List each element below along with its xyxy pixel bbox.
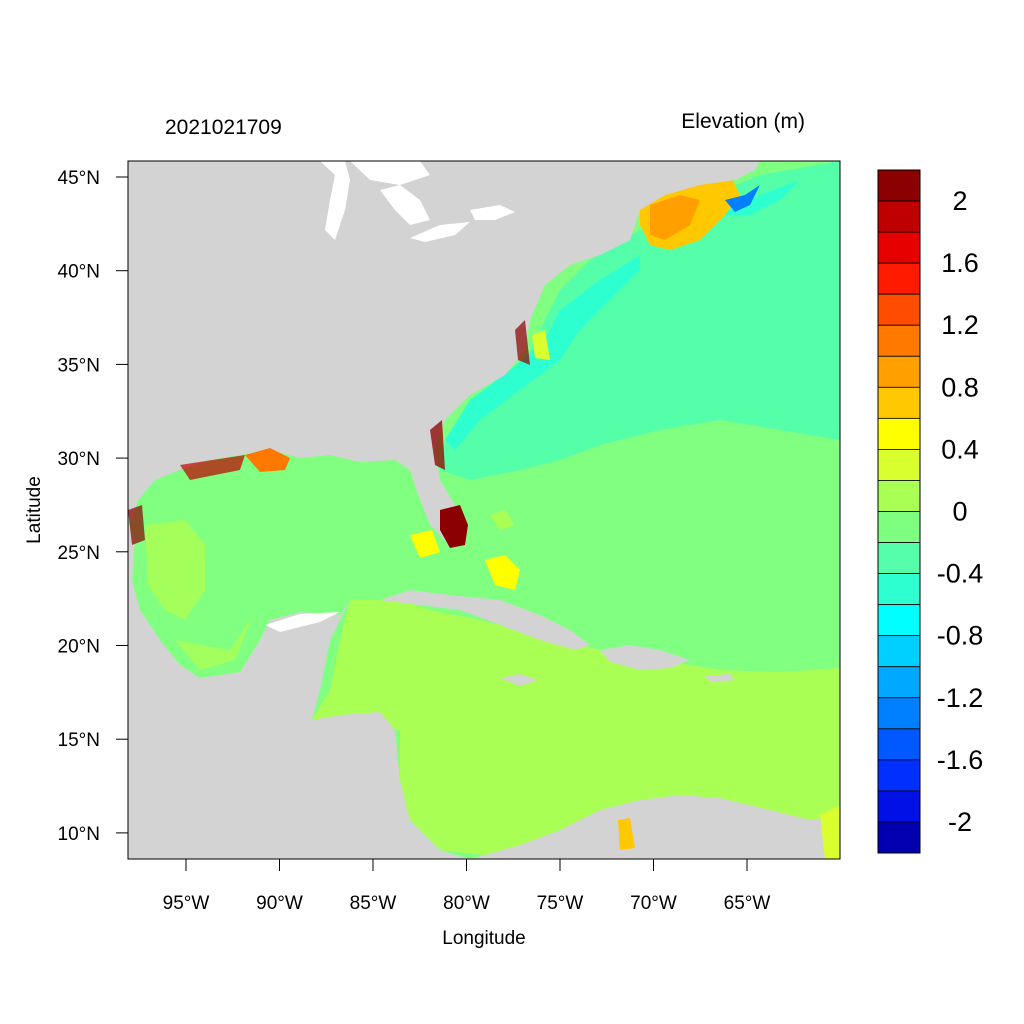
colorbar-segment: [877, 200, 921, 233]
y-tick-label: 10°N: [58, 824, 100, 845]
colorbar-segment: [877, 542, 921, 574]
x-tick-label: 95°W: [163, 893, 210, 914]
central-america-land: [128, 522, 470, 859]
plot-frame: [127, 160, 841, 860]
lake-ontario: [470, 205, 515, 220]
yucatan-coast: [265, 612, 340, 632]
colorbar-segment: [877, 635, 921, 668]
map-plot-area: [128, 161, 840, 859]
timestamp-label: 2021021709: [165, 116, 282, 139]
colorbar-frame: [877, 169, 921, 854]
x-tick-label: 75°W: [537, 893, 584, 914]
colorbar-label: -0.8: [937, 621, 984, 651]
georgia-inundation: [430, 420, 445, 470]
lake-superior: [350, 161, 430, 185]
y-tick-label: 15°N: [58, 730, 100, 751]
texas-inundation: [128, 505, 145, 545]
y-tick-label: 40°N: [58, 262, 100, 283]
western-gulf-patch: [145, 520, 205, 620]
x-tick-label: 85°W: [350, 893, 397, 914]
campeche-patch: [175, 610, 255, 670]
y-tick-label: 35°N: [58, 355, 100, 376]
pamlico-patch: [532, 330, 550, 360]
colorbar-segment: [877, 262, 921, 295]
jamaica-land: [500, 674, 538, 686]
north-america-land: [128, 161, 760, 548]
lake-erie: [410, 222, 470, 242]
carolina-inundation: [515, 320, 530, 365]
south-america-land: [470, 795, 840, 859]
colorbar-segment: [877, 449, 921, 481]
colorbar-segment: [877, 790, 921, 823]
colorbar-legend: 2 1.6 1.2 0.8 0.4 0 -0.4 -0.8 -1.2 -1.6 -2: [877, 169, 984, 854]
colorbar-segment: [877, 821, 921, 854]
lake-maracaibo: [618, 818, 635, 850]
gulf-coast-inundation: [180, 455, 245, 480]
y-tick-label: 30°N: [58, 449, 100, 470]
colorbar-segment: [877, 417, 921, 450]
colorbar-label: 1.6: [941, 248, 979, 278]
bay-of-fundy-low: [725, 185, 760, 212]
colorbar-label: -1.6: [937, 745, 984, 775]
colorbar-segment: [877, 511, 921, 543]
y-axis-title: Latitude: [24, 476, 45, 544]
louisiana-surge: [245, 448, 290, 472]
colorbar-segment: [877, 480, 921, 512]
colorbar-label: 0.8: [941, 372, 979, 402]
florida-bay-patch: [410, 530, 440, 558]
cuba-land: [380, 590, 590, 650]
colorbar-segment: [877, 666, 921, 699]
colorbar-segment: [877, 293, 921, 326]
colorbar-segment: [877, 324, 921, 357]
y-axis: 45°N 40°N 35°N 30°N 25°N 20°N 15°N 10°N: [58, 168, 128, 845]
x-tick-label: 65°W: [724, 893, 771, 914]
gulf-of-maine-core: [650, 195, 700, 240]
x-tick-label: 80°W: [443, 893, 490, 914]
x-axis: 95°W 90°W 85°W 80°W 75°W 70°W 65°W: [163, 859, 771, 914]
colorbar-segment: [877, 759, 921, 792]
bahamas-bank: [485, 555, 520, 590]
colorbar-label: 2: [952, 186, 967, 216]
y-tick-label: 45°N: [58, 168, 100, 189]
colorbar-segment: [877, 697, 921, 730]
x-tick-label: 70°W: [630, 893, 677, 914]
x-axis-title: Longitude: [442, 928, 525, 949]
colorbar-segment: [877, 728, 921, 761]
colorbar-label: 0: [952, 497, 967, 527]
caribbean-sea-region: [312, 600, 840, 859]
hispaniola-land: [600, 645, 690, 670]
orinoco-patch: [820, 805, 840, 859]
colorbar-segment: [877, 386, 921, 419]
lake-huron: [380, 185, 430, 225]
colorbar-segment: [877, 169, 921, 202]
lake-michigan: [320, 161, 350, 240]
colorbar-segment: [877, 573, 921, 606]
colorbar-segment: [877, 355, 921, 388]
colorbar-label: -1.2: [937, 683, 984, 713]
atlantic-cool-band: [440, 161, 840, 480]
bahamas-north: [490, 510, 515, 530]
y-tick-label: 20°N: [58, 637, 100, 658]
colorbar-label: 1.2: [941, 310, 979, 340]
colorbar-label: 0.4: [941, 434, 979, 464]
colorbar-label: -2: [948, 807, 972, 837]
florida-surge-core: [440, 505, 468, 548]
colorbar-label: -0.4: [937, 559, 984, 589]
colorbar-segment: [877, 604, 921, 637]
y-tick-label: 25°N: [58, 543, 100, 564]
puerto-rico-land: [705, 674, 735, 682]
colorbar-segment: [877, 231, 921, 264]
variable-title: Elevation (m): [681, 110, 805, 133]
x-tick-label: 90°W: [256, 893, 303, 914]
